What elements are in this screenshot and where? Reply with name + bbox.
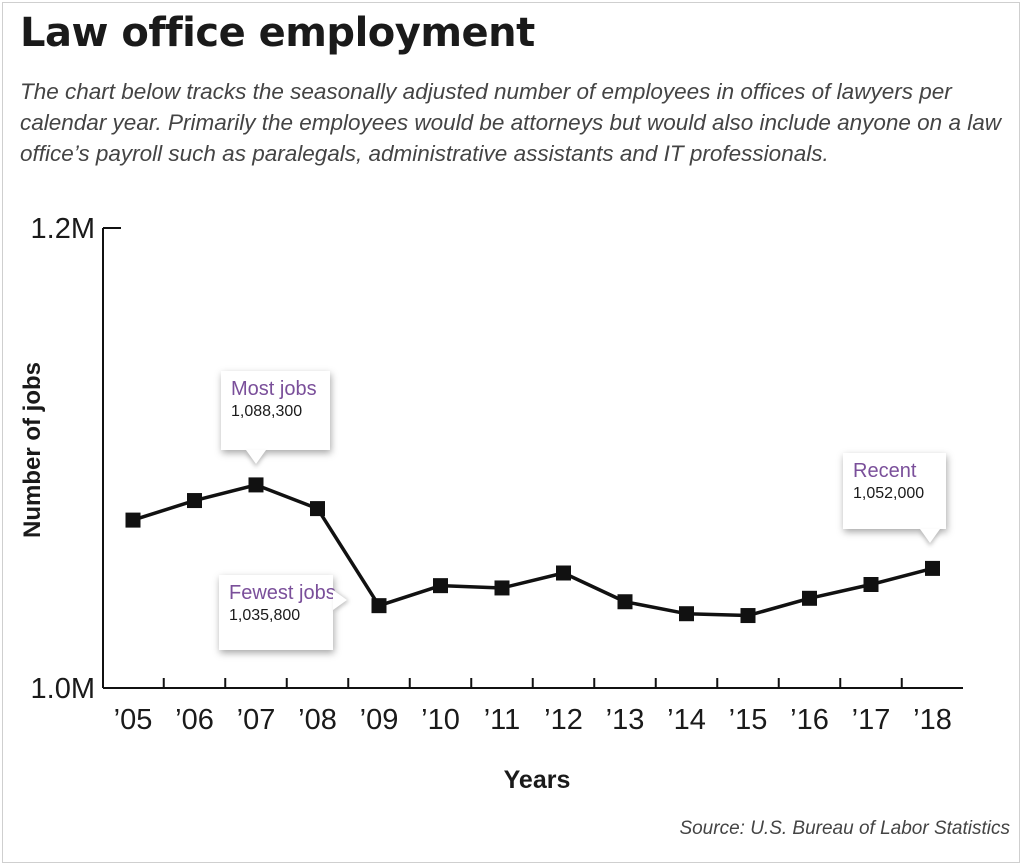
chart-title: Law office employment [20, 10, 535, 56]
callout-fewest-pointer [333, 590, 347, 610]
data-point-marker [556, 565, 571, 581]
source-note: Source: U.S. Bureau of Labor Statistics [679, 818, 1010, 839]
data-point-marker [617, 594, 633, 610]
callout-most-label: Most jobs [231, 378, 317, 400]
data-point-marker [925, 560, 940, 576]
x-tick-label: ’14 [667, 704, 706, 736]
x-tick-label: ’17 [852, 704, 891, 736]
x-tick-label: ’18 [913, 704, 952, 736]
callout-recent-value: 1,052,000 [853, 485, 925, 502]
data-point-marker [802, 590, 817, 606]
data-point-marker [433, 578, 448, 594]
callout-most-pointer [246, 450, 266, 464]
callout-fewest-label: Fewest jobs [229, 582, 336, 604]
data-point-marker [740, 608, 756, 624]
data-point-marker [248, 477, 264, 493]
callout-most-jobs: Most jobs 1,088,300 [221, 371, 330, 450]
x-ticks: ’05 ’06 ’07 ’08 ’09 ’10 ’11 ’12 ’13 ’14 ’15 ’16 ’17 ’… [114, 678, 952, 736]
x-tick-label: ’15 [729, 704, 768, 736]
x-tick-label: ’07 [237, 704, 276, 736]
callout-most-value: 1,088,300 [231, 403, 303, 420]
x-tick-label: ’13 [606, 704, 645, 736]
series-line [125, 477, 940, 624]
x-tick-label: ’05 [114, 704, 153, 736]
data-point-marker [187, 493, 202, 509]
x-tick-label: ’12 [544, 704, 583, 736]
data-point-marker [310, 501, 325, 517]
x-tick-label: ’16 [790, 704, 829, 736]
x-tick-label: ’09 [360, 704, 399, 736]
chart-subtitle: The chart below tracks the seasonally ad… [20, 79, 1001, 166]
series-polyline [132, 483, 933, 618]
data-point-marker [679, 606, 694, 622]
callout-recent-pointer [920, 529, 940, 543]
data-point-marker [863, 577, 879, 592]
data-point-marker [494, 580, 510, 596]
y-tick-label: 1.2M [31, 213, 95, 245]
y-tick-label: 1.0M [31, 673, 95, 705]
y-axis-label: Number of jobs [19, 362, 46, 538]
data-point-marker [371, 598, 387, 614]
callout-fewest-jobs: Fewest jobs 1,035,800 [219, 575, 336, 650]
x-tick-label: ’11 [484, 704, 521, 736]
x-tick-label: ’08 [298, 704, 337, 736]
x-tick-label: ’10 [421, 704, 460, 736]
x-tick-label: ’06 [175, 704, 214, 736]
callout-recent: Recent 1,052,000 [843, 453, 946, 529]
y-ticks: 1.0M 1.2M [31, 213, 121, 705]
callout-fewest-value: 1,035,800 [229, 607, 301, 624]
x-axis-label: Years [504, 766, 571, 794]
data-point-marker [125, 512, 141, 528]
callout-recent-label: Recent [853, 460, 917, 482]
